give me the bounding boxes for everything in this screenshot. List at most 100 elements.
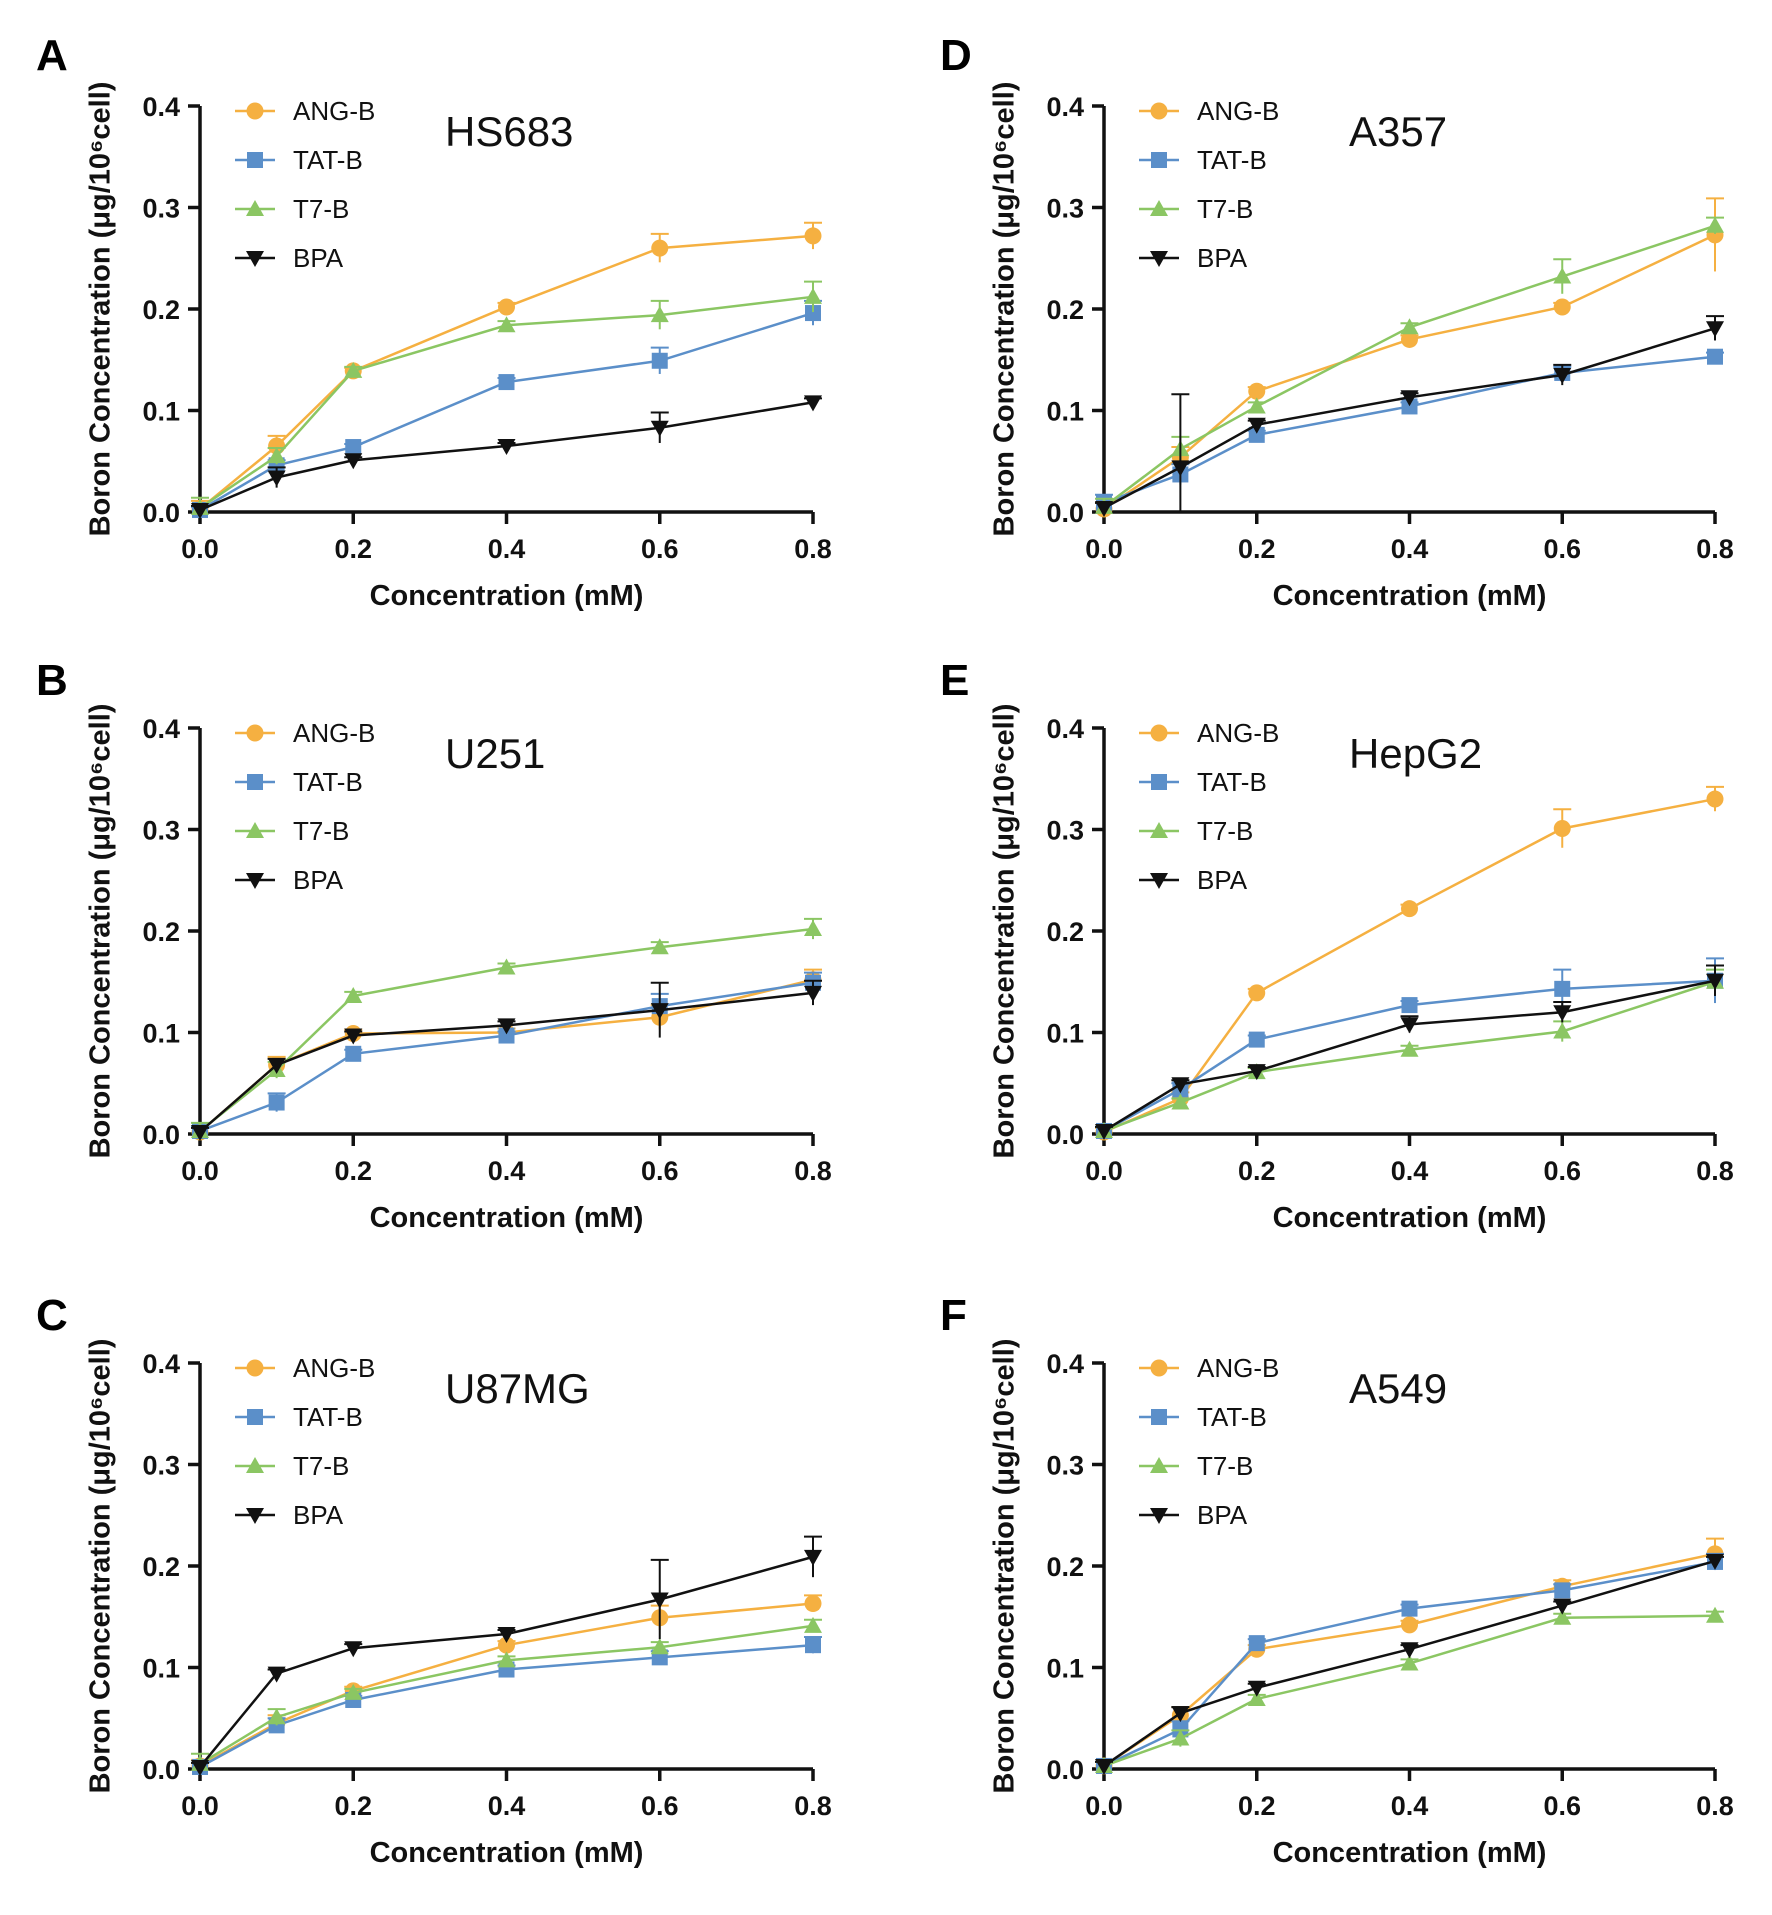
data-point [1553, 1598, 1572, 1615]
legend-marker [1151, 152, 1167, 168]
x-tick-label: 0.2 [1238, 1156, 1276, 1186]
series-line [1103, 980, 1716, 1133]
series-line [1103, 1559, 1716, 1767]
data-point [650, 1592, 669, 1609]
legend-item: TAT-B [235, 767, 363, 797]
y-axis-title: Boron Concentration (μg/10⁶cell) [989, 704, 1021, 1159]
data-point [1171, 1706, 1190, 1723]
legend-item: BPA [235, 243, 344, 273]
x-tick-label: 0.2 [1238, 534, 1276, 564]
y-tick-label: 0.1 [142, 397, 180, 427]
y-tick-label: 0.3 [142, 1451, 180, 1481]
data-point [1095, 1123, 1113, 1140]
x-tick-label: 0.0 [181, 1156, 219, 1186]
x-axis-title: Concentration (mM) [370, 1837, 644, 1869]
legend-item: T7-B [1139, 1451, 1253, 1481]
legend-marker [1150, 1508, 1168, 1524]
data-point [1095, 1758, 1113, 1775]
legend-item: ANG-B [235, 718, 375, 748]
legend-item: ANG-B [235, 96, 375, 126]
x-tick-label: 0.2 [334, 534, 372, 564]
chart-title: HepG2 [1349, 730, 1482, 777]
data-point [344, 1028, 363, 1045]
data-point [1247, 417, 1266, 434]
data-point [1553, 267, 1572, 284]
series-line [199, 1643, 814, 1769]
legend-item: BPA [235, 1500, 344, 1530]
data-point [650, 306, 669, 323]
x-tick-label: 0.6 [641, 1156, 679, 1186]
x-tick-label: 0.4 [1391, 534, 1429, 564]
legend: ANG-B TAT-B T7-B BPA [235, 718, 375, 895]
x-tick-label: 0.4 [488, 534, 526, 564]
series-line [199, 991, 814, 1133]
data-point [805, 1637, 821, 1654]
legend-label: T7-B [1197, 816, 1253, 846]
legend-marker [247, 1409, 263, 1425]
legend-item: T7-B [235, 816, 349, 846]
legend-label: T7-B [1197, 194, 1253, 224]
data-point [498, 1636, 515, 1654]
data-point [1553, 1608, 1572, 1625]
data-point [1553, 367, 1572, 384]
y-tick-label: 0.4 [142, 92, 180, 122]
x-tick-label: 0.0 [181, 534, 219, 564]
series-line [1103, 233, 1716, 510]
y-axis-title: Boron Concentration (μg/10⁶cell) [85, 82, 117, 537]
y-axis-title: Boron Concentration (μg/10⁶cell) [85, 704, 117, 1159]
legend-item: ANG-B [1139, 1353, 1279, 1383]
series-line [1103, 797, 1716, 1134]
data-point [497, 958, 516, 975]
legend-label: ANG-B [1197, 96, 1279, 126]
legend-item: T7-B [235, 194, 349, 224]
series-line [199, 1602, 814, 1768]
legend-label: TAT-B [293, 145, 363, 175]
chart-title: U251 [445, 730, 545, 777]
panel-letter: B [36, 656, 68, 705]
x-tick-label: 0.0 [1085, 1156, 1123, 1186]
data-point [1706, 790, 1724, 808]
legend-marker [1151, 774, 1167, 790]
legend-marker [1150, 822, 1168, 838]
legend-label: TAT-B [1197, 1402, 1267, 1432]
legend-marker [246, 724, 264, 742]
chart-panel-e: E HepG2 0.0 0.1 0.2 0.3 0.4 0.0 0.2 0.4 0.6 0.8 Conc… [940, 656, 1734, 1234]
panel-letter: A [36, 31, 68, 80]
legend-item: TAT-B [1139, 1402, 1267, 1432]
legend-marker [1150, 724, 1168, 742]
legend-item: BPA [1139, 865, 1248, 895]
y-tick-label: 0.3 [1046, 194, 1084, 224]
y-tick-label: 0.4 [142, 714, 180, 744]
data-point [344, 986, 363, 1003]
y-tick-label: 0.4 [1046, 714, 1084, 744]
x-tick-label: 0.6 [1543, 1791, 1581, 1821]
data-point [1248, 382, 1266, 400]
legend-item: BPA [235, 865, 344, 895]
y-tick-label: 0.4 [1046, 92, 1084, 122]
legend: ANG-B TAT-B T7-B BPA [1139, 1353, 1279, 1530]
y-tick-label: 0.1 [1046, 1654, 1084, 1684]
y-tick-label: 0.1 [142, 1019, 180, 1049]
data-point [1400, 1654, 1419, 1671]
x-axis-title: Concentration (mM) [370, 580, 644, 612]
chart-title: U87MG [445, 1365, 590, 1412]
data-point [1400, 1040, 1419, 1057]
data-point [497, 1018, 516, 1035]
y-tick-label: 0.2 [1046, 1552, 1084, 1582]
data-point [191, 1124, 209, 1141]
y-tick-label: 0.0 [142, 1120, 180, 1150]
series-tat-b [1095, 348, 1724, 511]
legend-label: ANG-B [293, 1353, 375, 1383]
data-point [1554, 980, 1571, 997]
data-point [191, 502, 209, 519]
y-axis-title: Boron Concentration (μg/10⁶cell) [989, 82, 1021, 537]
series-line [199, 234, 814, 510]
panel-letter: D [940, 31, 972, 80]
chart-panel-c: C U87MG 0.0 0.1 0.2 0.3 0.4 0.0 0.2 0.4 0.6 0.8 Conc… [36, 1291, 832, 1869]
data-point [650, 938, 669, 955]
series-line [1103, 1560, 1716, 1768]
x-axis-title: Concentration (mM) [1273, 580, 1547, 612]
series-t7-b [1095, 1606, 1724, 1773]
x-tick-label: 0.4 [488, 1791, 526, 1821]
legend-label: BPA [293, 243, 344, 273]
